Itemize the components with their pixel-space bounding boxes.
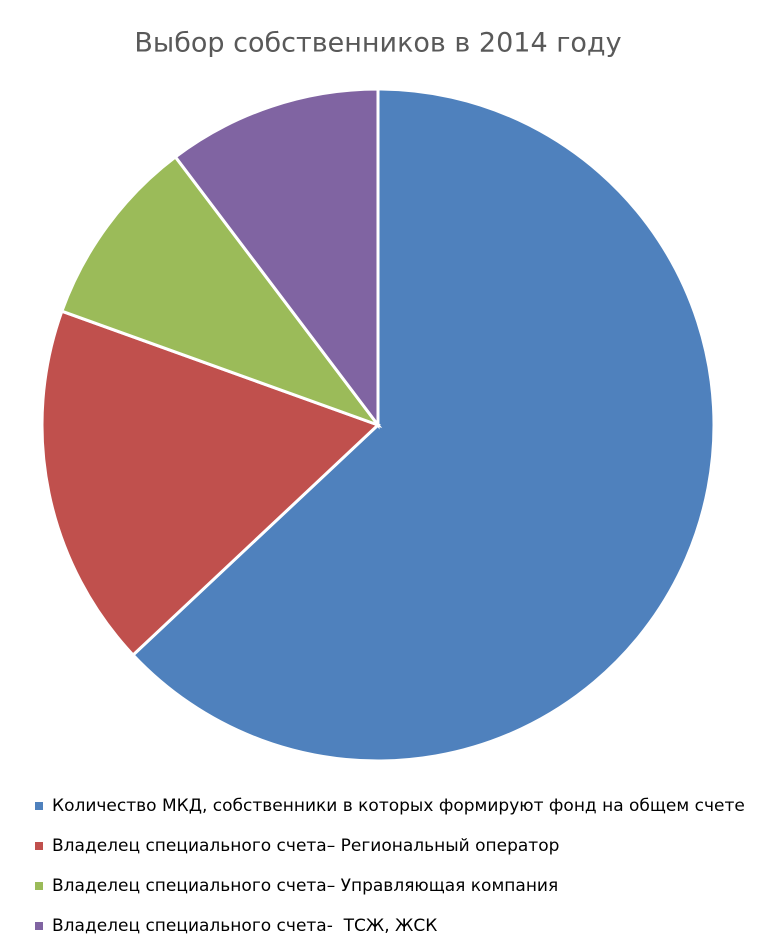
pie-slice	[130, 87, 716, 763]
chart-title: Выбор собственников в 2014 году	[134, 28, 621, 59]
legend-swatch	[35, 922, 43, 930]
legend-swatch	[35, 802, 43, 810]
pie-slice	[59, 154, 383, 429]
legend-label: Владелец специального счета– Региональны…	[52, 836, 559, 856]
legend-label: Владелец специального счета- ТСЖ, ЖСК	[52, 916, 437, 936]
legend-swatch	[35, 842, 43, 850]
pie-slice	[40, 309, 381, 658]
pie-slice	[173, 87, 380, 430]
legend-label: Количество МКД, собственники в которых ф…	[52, 796, 745, 816]
legend-label: Владелец специального счета– Управляющая…	[52, 876, 558, 896]
legend-swatch	[35, 882, 43, 890]
